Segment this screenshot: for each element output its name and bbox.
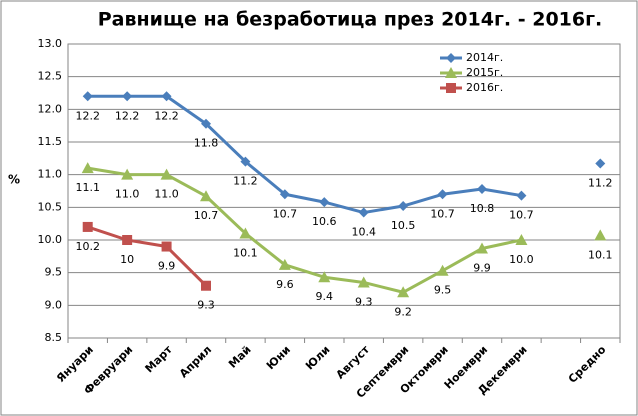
data-point <box>82 221 93 232</box>
legend-label: 2016г. <box>466 81 503 94</box>
data-point <box>445 67 457 78</box>
data-point <box>397 286 410 298</box>
data-label: 12.2 <box>154 109 179 122</box>
data-point <box>595 158 606 169</box>
data-point <box>201 280 211 291</box>
series-line <box>87 225 208 287</box>
y-tick-label: 13.0 <box>38 37 63 50</box>
y-axis-label: % <box>8 173 20 187</box>
data-label: 10.1 <box>588 248 613 261</box>
data-point <box>446 83 456 93</box>
y-tick-label: 9.5 <box>45 266 63 279</box>
data-label: 10.2 <box>75 240 100 253</box>
data-point <box>477 184 487 195</box>
data-point <box>122 235 133 245</box>
y-tick-label: 11.5 <box>38 135 63 148</box>
data-point <box>279 189 290 200</box>
legend-label: 2014г. <box>466 51 503 64</box>
data-point <box>319 197 330 208</box>
legend-label: 2015г. <box>466 66 503 79</box>
data-point <box>436 264 449 276</box>
data-label: 10.6 <box>312 215 337 228</box>
data-label: 9.3 <box>197 299 215 312</box>
data-point <box>437 189 448 200</box>
data-point <box>200 190 212 202</box>
data-point <box>81 162 94 174</box>
data-point <box>476 242 488 254</box>
data-point <box>122 91 133 102</box>
data-point <box>82 91 93 102</box>
y-tick-label: 12.0 <box>38 102 63 115</box>
data-label: 10.4 <box>351 226 376 239</box>
y-tick-label: 10.0 <box>38 233 63 246</box>
data-point <box>160 168 173 180</box>
data-point <box>201 118 211 129</box>
data-point <box>357 276 370 288</box>
data-point <box>121 168 134 180</box>
data-label: 9.3 <box>355 295 373 308</box>
data-point <box>240 156 251 167</box>
data-label: 12.2 <box>75 109 100 122</box>
data-label: 11.2 <box>233 175 258 188</box>
data-point <box>446 53 456 63</box>
data-label: 9.9 <box>473 261 491 274</box>
data-label: 9.5 <box>434 284 452 297</box>
data-label: 10.8 <box>470 202 495 215</box>
data-label: 10.7 <box>273 207 298 220</box>
data-point <box>161 241 172 252</box>
data-point <box>398 201 409 212</box>
data-label: 9.9 <box>158 260 176 273</box>
data-point <box>161 91 172 102</box>
data-label: 11.8 <box>194 137 219 150</box>
y-tick-label: 8.5 <box>45 331 63 344</box>
data-point <box>594 229 607 241</box>
data-point <box>516 190 527 201</box>
data-label: 9.2 <box>394 305 412 318</box>
data-point <box>278 258 291 270</box>
data-label: 10 <box>120 253 134 266</box>
data-label: 12.2 <box>115 109 140 122</box>
data-label: 10.7 <box>194 209 219 222</box>
data-label: 11.0 <box>154 188 179 201</box>
data-point <box>318 271 331 283</box>
chart-title: Равнище на безработица през 2014г. - 201… <box>98 9 603 31</box>
y-tick-label: 10.5 <box>38 200 63 213</box>
data-point <box>239 227 252 239</box>
y-tick-label: 9.0 <box>45 298 63 311</box>
data-label: 9.6 <box>276 278 294 291</box>
y-tick-label: 11.0 <box>38 168 63 181</box>
data-label: 10.5 <box>391 219 416 232</box>
data-label: 10.7 <box>430 207 455 220</box>
data-label: 11.1 <box>75 181 100 194</box>
data-label: 9.4 <box>316 290 334 303</box>
y-tick-label: 12.5 <box>38 70 63 83</box>
data-label: 11.0 <box>115 188 140 201</box>
data-label: 10.7 <box>509 209 534 222</box>
data-point <box>358 207 369 218</box>
data-label: 10.1 <box>233 246 258 259</box>
data-label: 11.2 <box>588 177 613 190</box>
data-point <box>515 234 528 245</box>
data-label: 10.0 <box>509 253 534 266</box>
